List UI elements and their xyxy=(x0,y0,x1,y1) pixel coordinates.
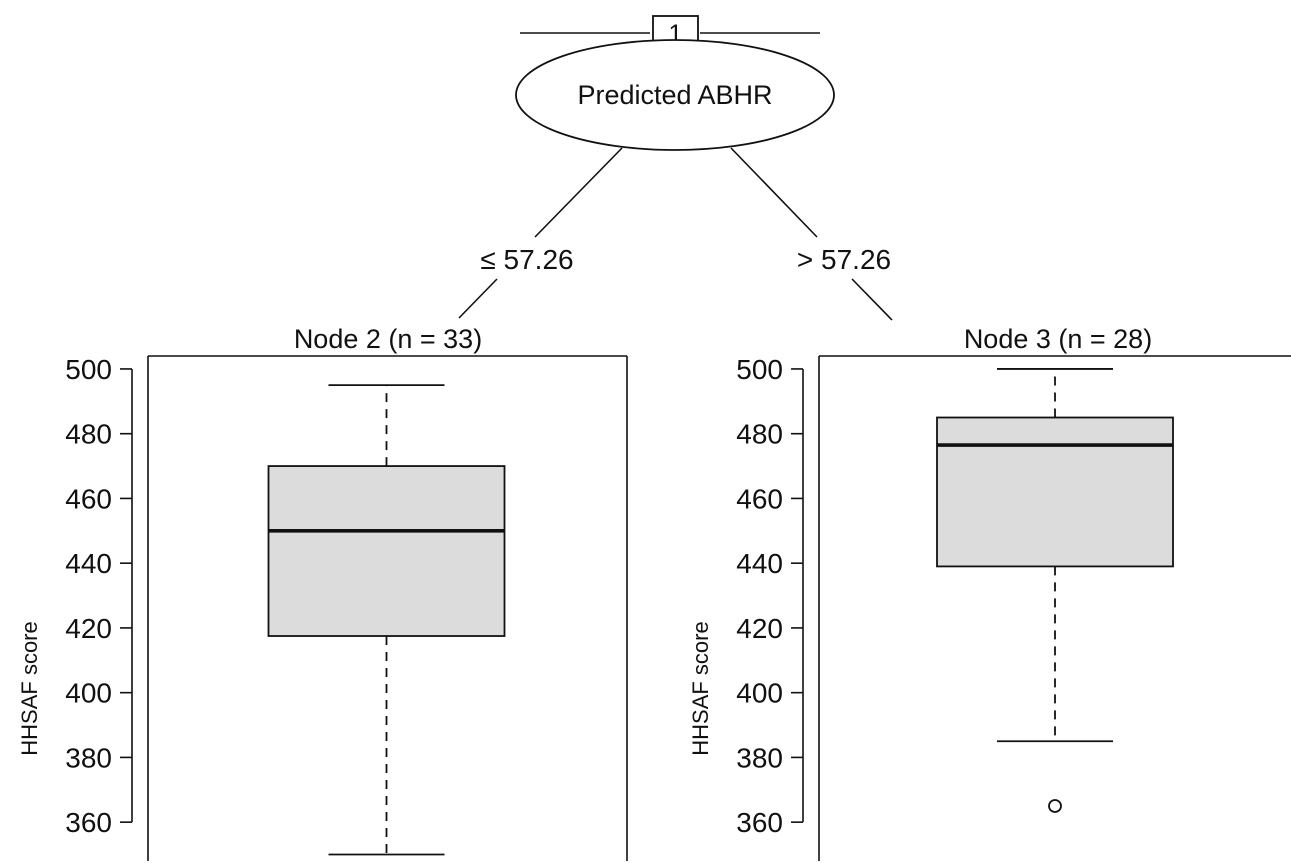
y-tick-label: 460 xyxy=(65,483,112,514)
y-tick-label: 360 xyxy=(65,807,112,838)
iqr-box xyxy=(936,416,1174,568)
y-tick-label: 420 xyxy=(736,613,783,644)
y-tick-label: 500 xyxy=(736,354,783,385)
root-label: Predicted ABHR xyxy=(577,80,772,110)
terminal-node-panels: Node 2 (n = 33) 360 380 400 420 440 460 480 500 H… xyxy=(17,324,1291,861)
y-tick-label: 360 xyxy=(736,807,783,838)
outlier-point xyxy=(1048,799,1062,813)
y-tick-label: 380 xyxy=(65,742,112,773)
iqr-box xyxy=(267,465,506,637)
right-edge-upper xyxy=(730,147,818,238)
node-panel-2: Node 2 (n = 33) 360 380 400 420 440 460 480 500 H… xyxy=(17,324,628,861)
y-tick-label: 420 xyxy=(65,613,112,644)
y-axis-label: HHSAF score xyxy=(17,621,42,755)
left-edge-label: ≤ 57.26 xyxy=(480,244,573,275)
y-tick-label: 460 xyxy=(736,483,783,514)
tree-edges: ≤ 57.26 > 57.26 xyxy=(458,147,893,321)
y-tick-label: 480 xyxy=(736,419,783,450)
right-edge-label: > 57.26 xyxy=(797,244,891,275)
root-ellipse xyxy=(515,39,835,151)
y-tick-label: 480 xyxy=(65,419,112,450)
left-edge-lower xyxy=(458,278,498,319)
right-edge-lower xyxy=(851,278,893,321)
root-node: 1 Predicted ABHR xyxy=(515,15,835,151)
panel-title: Node 2 (n = 33) xyxy=(294,324,482,354)
y-tick-label: 500 xyxy=(65,354,112,385)
node-panel-3: Node 3 (n = 28) 360 380 400 420 440 460 480 500 H… xyxy=(688,324,1291,861)
y-tick-label: 400 xyxy=(65,678,112,709)
y-tick-label: 440 xyxy=(65,548,112,579)
panel-title: Node 3 (n = 28) xyxy=(964,324,1152,354)
y-tick-label: 400 xyxy=(736,678,783,709)
left-edge-upper xyxy=(534,147,623,238)
y-axis-label: HHSAF score xyxy=(688,621,713,755)
y-tick-label: 440 xyxy=(736,548,783,579)
y-tick-label: 380 xyxy=(736,742,783,773)
